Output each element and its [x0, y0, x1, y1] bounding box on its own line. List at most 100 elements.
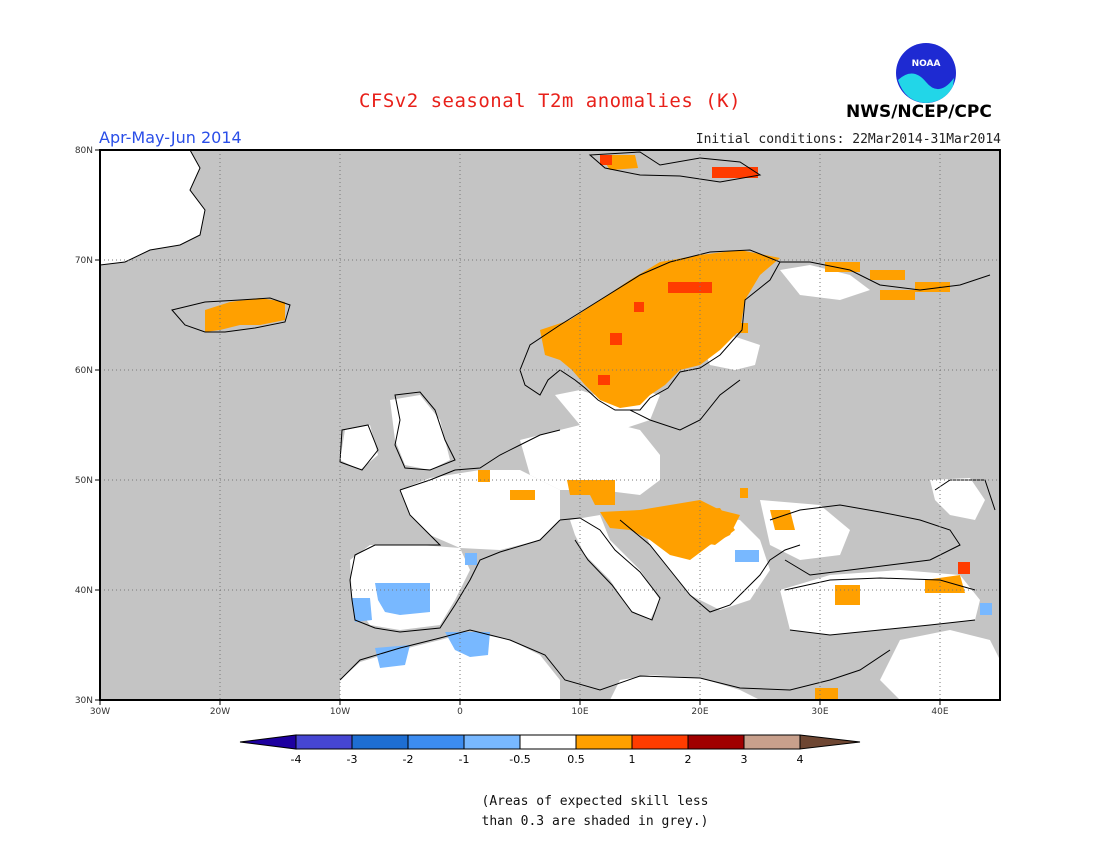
france-warm-1: [510, 490, 535, 500]
arctic-russia-warm-2: [870, 270, 905, 280]
lon-label: 40E: [931, 707, 948, 717]
scandinavia-warm: [540, 250, 780, 408]
coastlines: [100, 150, 996, 691]
algeria-cool: [445, 632, 490, 657]
lon-label: 20E: [691, 707, 708, 717]
egypt-warm: [815, 688, 838, 700]
caucasus-neutral: [930, 478, 985, 520]
colorbar-label: -3: [347, 753, 358, 766]
kola-coast: [780, 261, 991, 291]
sweden-strong-warm-2: [598, 375, 610, 385]
colorbar-segment: [575, 734, 633, 750]
greenland-coast: [100, 150, 206, 266]
lat-label: 60N: [75, 366, 93, 376]
colorbar-label: -0.5: [509, 753, 530, 766]
agency-label: NWS/NCEP/CPC: [846, 102, 992, 122]
svalbard-strong-warm-2: [600, 155, 612, 165]
colorbar-cap-high: [799, 734, 861, 750]
norway-strong-warm: [668, 282, 712, 293]
colorbar: [239, 734, 861, 750]
north-africa-coast: [339, 629, 891, 691]
central-europe-neutral: [520, 420, 660, 495]
skill-note: (Areas of expected skill less than 0.3 a…: [0, 792, 1100, 832]
balkan-cool: [735, 550, 759, 562]
svalbard-strong-warm: [712, 167, 758, 178]
lon-label: 30W: [90, 707, 110, 717]
colorbar-label: 1: [629, 753, 636, 766]
kola-neutral: [780, 265, 870, 300]
central-europe-warm: [567, 480, 615, 505]
greenland-neutral: [100, 150, 205, 265]
sweden-strong-warm: [610, 333, 622, 345]
cool-anomaly-regions: [352, 550, 992, 668]
lat-labels: 30N 40N 50N 60N 70N 80N: [75, 146, 93, 706]
season-label: Apr-May-Jun 2014: [99, 128, 242, 147]
colorbar-segment: [687, 734, 745, 750]
lat-label: 50N: [75, 476, 93, 486]
logo-text: NOAA: [912, 59, 941, 69]
ireland-coast: [339, 424, 379, 471]
colorbar-label: 4: [797, 753, 804, 766]
svalbard-coast: [588, 151, 762, 183]
iberia-cool: [375, 583, 430, 615]
lat-label: 80N: [75, 146, 93, 156]
italy-neutral: [570, 515, 660, 620]
france-warm-2: [478, 470, 490, 482]
bulgaria-warm: [740, 488, 748, 498]
colorbar-segment: [519, 734, 577, 750]
north-africa-neutral: [340, 632, 560, 700]
italy-coast: [559, 517, 661, 621]
lat-label: 70N: [75, 256, 93, 266]
lon-label: 0: [457, 707, 463, 717]
colorbar-label: -2: [403, 753, 414, 766]
middle-east-neutral: [880, 630, 1000, 700]
finland-warm: [735, 323, 748, 333]
map-frame: [99, 149, 1001, 701]
british-coast: [394, 391, 456, 471]
colorbar-segment: [463, 734, 521, 750]
hungary-warm: [685, 508, 735, 545]
colorbar-cap-low: [239, 734, 297, 750]
spain-cool-small: [465, 553, 477, 565]
chart-title-text: CFSv2 seasonal T2m anomalies (K): [358, 90, 742, 112]
lon-label: 30E: [811, 707, 828, 717]
british-isles-neutral: [390, 395, 450, 470]
colorbar-label: -4: [291, 753, 302, 766]
colorbar-label: -1: [459, 753, 470, 766]
portugal-cool: [352, 598, 372, 622]
caspian-coast: [934, 479, 996, 511]
lon-label: 10W: [330, 707, 350, 717]
turkey-coast: [784, 577, 976, 636]
turkey-cool: [980, 603, 992, 615]
iceland-coast: [171, 297, 291, 333]
caucasus-strong-warm: [958, 562, 970, 574]
libya-egypt-neutral: [610, 675, 760, 700]
noaa-logo-icon: NOAA: [896, 43, 956, 103]
lon-label: 20W: [210, 707, 230, 717]
lat-label: 30N: [75, 696, 93, 706]
colorbar-segment: [743, 734, 801, 750]
arctic-russia-warm-1: [825, 262, 860, 272]
lat-label: 40N: [75, 586, 93, 596]
balkans-coast: [619, 519, 801, 613]
black-sea-coast: [769, 504, 961, 576]
morocco-cool: [375, 645, 410, 668]
lon-label: 10E: [571, 707, 588, 717]
scandinavia-coast: [519, 249, 781, 411]
arctic-russia-warm-3: [880, 290, 915, 300]
colorbar-labels: -4 -3 -2 -1 -0.5 0.5 1 2 3 4: [291, 753, 804, 766]
ireland-neutral: [340, 425, 378, 470]
lon-labels: 30W 20W 10W 0 10E 20E 30E 40E: [90, 707, 949, 717]
colorbar-segment: [407, 734, 465, 750]
colorbar-label: 2: [685, 753, 692, 766]
initial-conditions-label: Initial conditions: 22Mar2014-31Mar2014: [695, 132, 1001, 147]
sweden-strong-warm-3: [634, 302, 644, 312]
turkey-warm-1: [835, 585, 860, 605]
skill-note-line-2: than 0.3 are shaded in grey.): [481, 814, 709, 829]
baltic-coast: [629, 379, 741, 431]
skill-note-line-1: (Areas of expected skill less: [481, 794, 709, 809]
colorbar-segment: [295, 734, 353, 750]
colorbar-label: 3: [741, 753, 748, 766]
chart-title: CFSv2 seasonal T2m anomalies (K): [0, 90, 1100, 112]
